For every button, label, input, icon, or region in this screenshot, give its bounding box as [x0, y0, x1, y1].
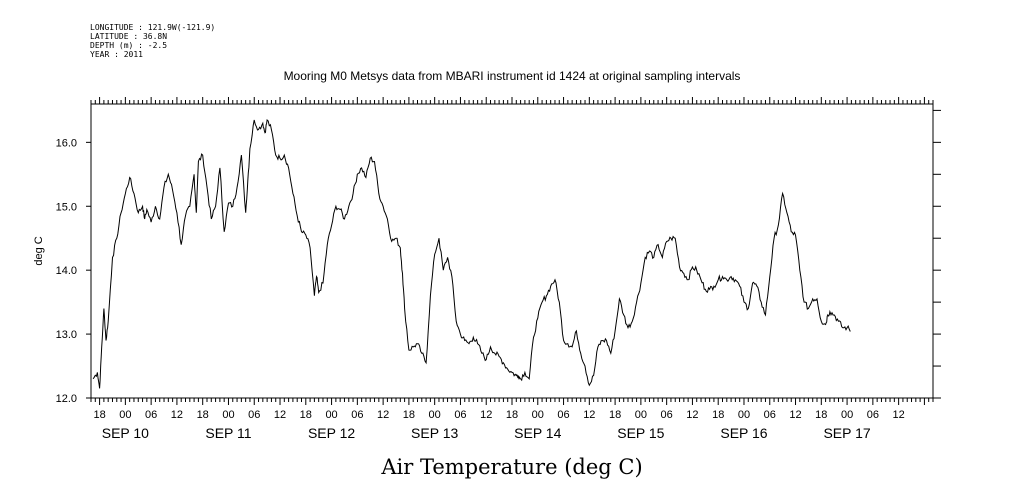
x-tick-label: 06: [248, 409, 260, 421]
x-day-label: SEP 12: [308, 425, 355, 441]
x-tick-label: 12: [274, 409, 286, 421]
x-tick-label: 06: [454, 409, 466, 421]
series-line: [92, 118, 851, 389]
y-tick-label: 14.0: [56, 265, 77, 277]
series-group: [92, 118, 851, 389]
x-tick-label: 18: [609, 409, 621, 421]
x-day-label: SEP 16: [720, 425, 767, 441]
meta-line-longitude: LONGITUDE : 121.9W(-121.9): [90, 23, 215, 32]
x-day-label: SEP 14: [514, 425, 561, 441]
x-tick-label: 12: [789, 409, 801, 421]
meta-line-year: YEAR : 2011: [90, 50, 143, 59]
x-tick-label: 12: [686, 409, 698, 421]
x-tick-label: 12: [171, 409, 183, 421]
x-tick-label: 18: [300, 409, 312, 421]
x-tick-label: 18: [712, 409, 724, 421]
x-tick-label: 12: [893, 409, 905, 421]
x-tick-label: 18: [403, 409, 415, 421]
x-tick-label: 06: [351, 409, 363, 421]
x-tick-label: 00: [119, 409, 131, 421]
x-tick-label: 06: [145, 409, 157, 421]
meta-line-latitude: LATITUDE : 36.8N: [90, 32, 167, 41]
x-tick-label: 00: [429, 409, 441, 421]
x-tick-label: 06: [764, 409, 776, 421]
x-axis: 18 00 06 12 18 00 06 12 18 00 06 12 18 00 06 12 18 00 06 12…: [90, 97, 934, 441]
x-tick-label: 18: [93, 409, 105, 421]
x-tick-label: 18: [815, 409, 827, 421]
x-tick-label: 18: [506, 409, 518, 421]
y-tick-label: 16.0: [56, 137, 77, 149]
y-tick-label: 15.0: [56, 201, 77, 213]
meta-line-depth: DEPTH (m) : -2.5: [90, 41, 167, 50]
x-tick-label: 00: [841, 409, 853, 421]
x-day-label: SEP 17: [823, 425, 870, 441]
x-day-label: SEP 10: [102, 425, 149, 441]
x-tick-label: 00: [222, 409, 234, 421]
x-tick-label: 00: [738, 409, 750, 421]
x-tick-label: 06: [557, 409, 569, 421]
x-tick-label: 00: [325, 409, 337, 421]
y-tick-label: 12.0: [56, 393, 77, 405]
x-axis-label: Air Temperature (deg C): [380, 455, 642, 479]
y-axis-label: deg C: [33, 236, 45, 265]
metadata-block: LONGITUDE : 121.9W(-121.9) LATITUDE : 36…: [90, 23, 215, 59]
x-day-label: SEP 11: [205, 425, 251, 441]
x-tick-label: 18: [197, 409, 209, 421]
x-day-label: SEP 13: [411, 425, 458, 441]
x-tick-label: 12: [377, 409, 389, 421]
x-tick-label: 00: [532, 409, 544, 421]
x-tick-label: 12: [480, 409, 492, 421]
x-tick-label: 06: [661, 409, 673, 421]
x-tick-label: 12: [583, 409, 595, 421]
chart-title: Mooring M0 Metsys data from MBARI instru…: [284, 69, 741, 83]
x-day-label: SEP 15: [617, 425, 664, 441]
x-tick-label: 06: [867, 409, 879, 421]
y-axis: 12.0 13.0 14.0 15.0 16.0: [56, 109, 941, 405]
x-tick-label: 00: [635, 409, 647, 421]
plot-frame: [90, 103, 934, 399]
y-tick-label: 13.0: [56, 329, 77, 341]
